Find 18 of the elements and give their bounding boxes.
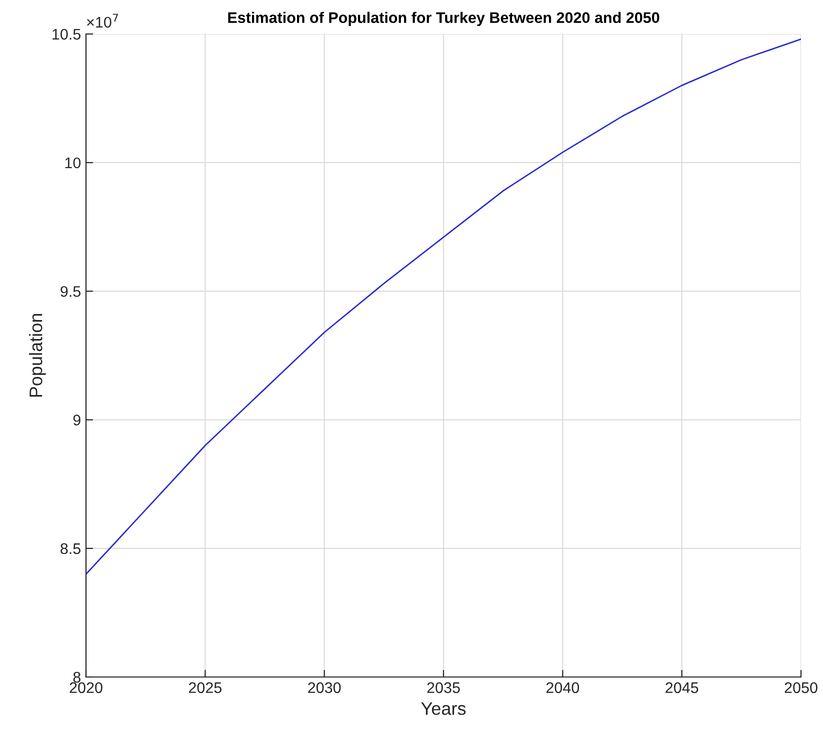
y-tick-label: 9	[73, 414, 80, 426]
x-tick-label: 2035	[427, 682, 460, 694]
y-axis-title: Population	[29, 314, 46, 397]
text: ×10$^{7}$	[87, 14, 118, 28]
x-axis-title: Years	[421, 702, 466, 715]
x-tick-label: 2040	[546, 682, 580, 694]
x-tick-label: 2020	[70, 682, 102, 694]
y-tick-label: 8	[73, 672, 80, 683]
x-tick-label: 2025	[188, 682, 222, 694]
y-tick-label: 10.5	[52, 28, 80, 40]
x-tick-label: 2030	[308, 682, 341, 694]
y-tick-label: 9.5	[60, 286, 80, 297]
y-tick-label: 10	[65, 157, 81, 168]
line-series	[86, 38, 801, 575]
y-tick-label: 8.5	[60, 543, 80, 554]
chart-title: Estimation of Population for Turkey Between 2020 and 2050	[228, 12, 660, 26]
x-tick-label: 2050	[784, 682, 818, 694]
x-tick-label: 2045	[666, 682, 698, 694]
